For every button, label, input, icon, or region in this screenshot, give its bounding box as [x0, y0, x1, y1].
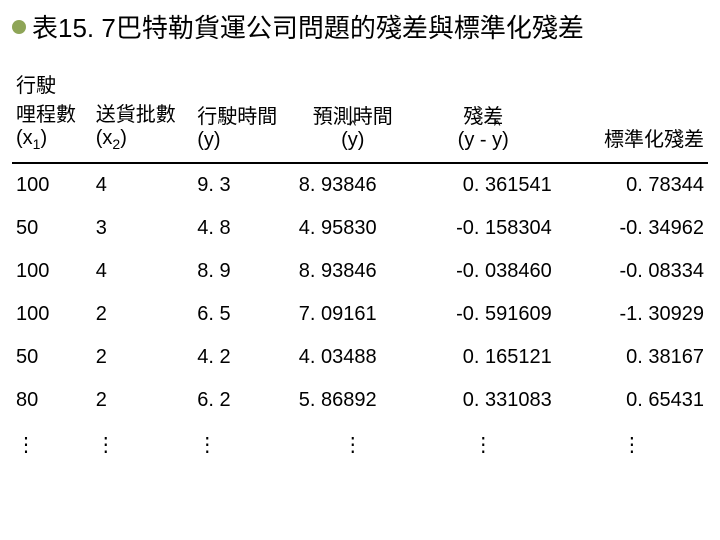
table-row: 80 2 6. 2 5. 86892 0. 331083 0. 65431 — [12, 379, 708, 422]
cell-yhat: 5. 86892 — [295, 379, 411, 422]
cell-std: -0. 34962 — [556, 207, 708, 250]
cell-x1: 100 — [12, 250, 92, 293]
cell-y: 6. 5 — [193, 293, 295, 336]
header-x2: 送貨批數 (x2) — [92, 63, 194, 163]
title-text: 表15. 7巴特勒貨運公司問題的殘差與標準化殘差 — [32, 8, 584, 45]
header-yhat: 預測時間 (y) — [295, 63, 411, 163]
vdots: ⋮ — [193, 422, 295, 467]
cell-x2: 2 — [92, 379, 194, 422]
cell-res: -0. 038460 — [411, 250, 556, 293]
vdots: ⋮ — [12, 422, 92, 467]
cell-x1: 100 — [12, 163, 92, 207]
header-residual: 殘差 (y - y) — [411, 63, 556, 163]
header-y: 行駛時間 (y) — [193, 63, 295, 163]
table-row: 50 2 4. 2 4. 03488 0. 165121 0. 38167 — [12, 336, 708, 379]
cell-yhat: 7. 09161 — [295, 293, 411, 336]
vdots: ⋮ — [411, 422, 556, 467]
cell-res: 0. 331083 — [411, 379, 556, 422]
cell-std: 0. 78344 — [556, 163, 708, 207]
residuals-table: 行駛 哩程數 (x1) 送貨批數 (x2) 行駛時間 (y) 預測時間 (y) — [12, 63, 708, 467]
cell-x1: 80 — [12, 379, 92, 422]
header-std-residual: 標準化殘差 — [556, 63, 708, 163]
table-header-row: 行駛 哩程數 (x1) 送貨批數 (x2) 行駛時間 (y) 預測時間 (y) — [12, 63, 708, 163]
header-x1: 行駛 哩程數 (x1) — [12, 63, 92, 163]
cell-res: 0. 165121 — [411, 336, 556, 379]
cell-res: -0. 158304 — [411, 207, 556, 250]
table-row: 100 4 9. 3 8. 93846 0. 361541 0. 78344 — [12, 163, 708, 207]
cell-x1: 50 — [12, 207, 92, 250]
cell-x1: 100 — [12, 293, 92, 336]
cell-yhat: 8. 93846 — [295, 250, 411, 293]
cell-x2: 2 — [92, 336, 194, 379]
cell-x2: 2 — [92, 293, 194, 336]
cell-yhat: 4. 03488 — [295, 336, 411, 379]
table-row-ellipsis: ⋮ ⋮ ⋮ ⋮ ⋮ ⋮ — [12, 422, 708, 467]
cell-y: 6. 2 — [193, 379, 295, 422]
cell-std: -0. 08334 — [556, 250, 708, 293]
cell-res: -0. 591609 — [411, 293, 556, 336]
cell-y: 9. 3 — [193, 163, 295, 207]
page-title: 表15. 7巴特勒貨運公司問題的殘差與標準化殘差 — [12, 8, 708, 45]
cell-x2: 4 — [92, 250, 194, 293]
cell-yhat: 4. 95830 — [295, 207, 411, 250]
vdots: ⋮ — [295, 422, 411, 467]
cell-std: 0. 38167 — [556, 336, 708, 379]
cell-y: 8. 9 — [193, 250, 295, 293]
cell-y: 4. 2 — [193, 336, 295, 379]
vdots: ⋮ — [92, 422, 194, 467]
cell-x2: 4 — [92, 163, 194, 207]
cell-y: 4. 8 — [193, 207, 295, 250]
table-row: 100 4 8. 9 8. 93846 -0. 038460 -0. 08334 — [12, 250, 708, 293]
cell-x1: 50 — [12, 336, 92, 379]
bullet-icon — [12, 20, 26, 34]
cell-std: -1. 30929 — [556, 293, 708, 336]
cell-yhat: 8. 93846 — [295, 163, 411, 207]
table-row: 50 3 4. 8 4. 95830 -0. 158304 -0. 34962 — [12, 207, 708, 250]
cell-res: 0. 361541 — [411, 163, 556, 207]
table-row: 100 2 6. 5 7. 09161 -0. 591609 -1. 30929 — [12, 293, 708, 336]
cell-std: 0. 65431 — [556, 379, 708, 422]
vdots: ⋮ — [556, 422, 708, 467]
cell-x2: 3 — [92, 207, 194, 250]
